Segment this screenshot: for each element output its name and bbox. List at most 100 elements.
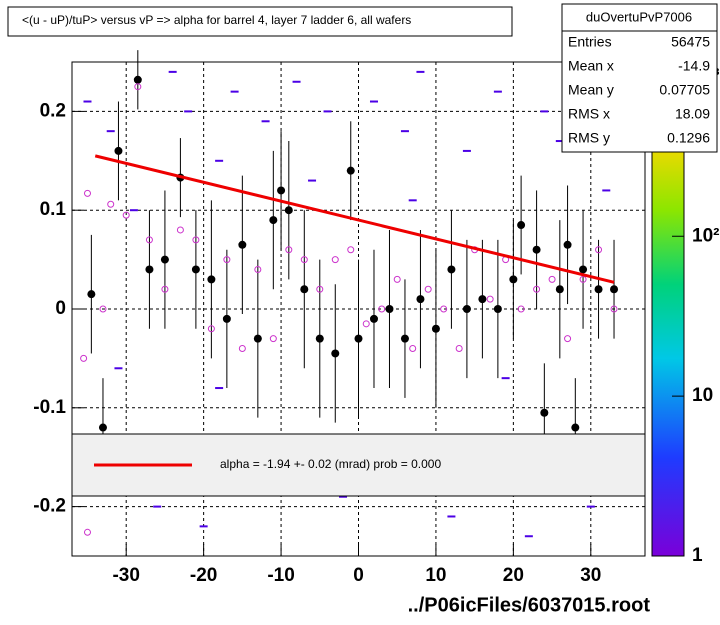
marker-point — [579, 275, 587, 283]
profile-point — [509, 275, 518, 284]
marker-point — [409, 345, 417, 353]
stats-label: RMS x — [568, 106, 610, 122]
marker-point — [548, 275, 556, 283]
profile-point — [563, 240, 572, 249]
stats-label: Mean y — [568, 82, 614, 98]
histogram-cell — [83, 100, 92, 103]
marker-point — [362, 320, 370, 328]
profile-point — [238, 240, 247, 249]
z-tick-label: 10² — [692, 225, 719, 246]
histogram-cell — [168, 70, 177, 73]
histogram-cell — [199, 525, 208, 528]
x-tick-label: 30 — [580, 565, 601, 586]
histogram-cell — [462, 149, 471, 152]
profile-point — [277, 186, 286, 195]
stats-box — [561, 3, 718, 153]
stats-title: duOvertuPvP7006 — [586, 9, 692, 24]
marker-point — [595, 246, 603, 254]
profile-point — [253, 334, 262, 343]
x-tick-label: -30 — [112, 565, 139, 586]
y-tick-label: 0 — [55, 298, 66, 319]
marker-point — [564, 335, 572, 343]
profile-point — [114, 146, 123, 155]
marker-point — [424, 285, 432, 293]
marker-point — [285, 246, 293, 254]
profile-point — [331, 349, 340, 358]
marker-point — [122, 211, 130, 219]
stats-label: RMS y — [568, 130, 610, 146]
stats-value: 0.1296 — [667, 130, 710, 146]
y-tick-label: -0.2 — [33, 496, 66, 517]
profile-point — [98, 423, 107, 432]
marker-point — [269, 335, 277, 343]
x-tick-label: -10 — [267, 565, 294, 586]
histogram-cell — [184, 110, 193, 113]
histogram-cell — [339, 495, 348, 498]
profile-point — [532, 245, 541, 254]
fit-line — [94, 154, 615, 284]
histogram-cell — [292, 80, 301, 83]
histogram-cell — [602, 189, 611, 192]
x-tick-label: 20 — [503, 565, 524, 586]
histogram-cell — [586, 505, 595, 508]
x-tick-label: 10 — [425, 565, 446, 586]
marker-point — [176, 226, 184, 234]
profile-point — [222, 314, 231, 323]
histogram-cell — [501, 377, 510, 380]
profile-point — [300, 285, 309, 294]
chart-title: <(u - uP)/tuP> versus vP => alpha for ba… — [22, 13, 411, 27]
marker-point — [207, 325, 215, 333]
histogram-cell — [261, 120, 270, 123]
marker-point — [533, 285, 541, 293]
profile-point — [493, 305, 502, 313]
histogram-cell — [230, 90, 239, 93]
x-tick-label: 0 — [353, 565, 364, 586]
title-box — [7, 6, 513, 37]
marker-point — [223, 256, 231, 264]
marker-point — [254, 265, 262, 273]
marker-point — [486, 295, 494, 303]
histogram-cell — [493, 90, 502, 93]
profile-point — [462, 305, 471, 313]
marker-point — [134, 83, 142, 91]
marker-point — [331, 256, 339, 264]
marker-point — [83, 189, 91, 197]
histogram-cell — [129, 209, 138, 212]
profile-point — [540, 408, 549, 417]
histogram-cell — [416, 70, 425, 73]
histogram-cell — [540, 110, 549, 113]
marker-point — [378, 305, 386, 313]
profile-point — [133, 75, 142, 84]
profile-point — [571, 423, 580, 432]
profile-point — [555, 285, 564, 294]
profile-point — [369, 314, 378, 323]
histogram-cell — [114, 367, 123, 370]
profile-point — [385, 305, 394, 313]
histogram-cell — [369, 100, 378, 103]
histogram-cell — [400, 130, 409, 133]
profile-point — [416, 295, 425, 304]
profile-point — [284, 206, 293, 215]
histogram-cell — [106, 130, 115, 133]
marker-point — [393, 275, 401, 283]
marker-point — [192, 236, 200, 244]
profile-point — [517, 221, 526, 230]
marker-point — [238, 345, 246, 353]
profile-point — [160, 255, 169, 264]
x-tick-label: -20 — [190, 565, 217, 586]
profile-point — [346, 166, 355, 175]
marker-point — [347, 246, 355, 254]
profile-point — [447, 265, 456, 274]
profile-point — [191, 265, 200, 274]
marker-point — [517, 305, 525, 313]
histogram-cell — [323, 110, 332, 113]
profile-point — [354, 334, 363, 343]
stats-label: Entries — [568, 34, 612, 50]
profile-point — [207, 275, 216, 284]
marker-point — [455, 345, 463, 353]
y-tick-label: -0.1 — [33, 397, 66, 418]
marker-point — [99, 305, 107, 313]
histogram-cell — [447, 515, 456, 518]
profile-point — [315, 334, 324, 343]
marker-point — [440, 305, 448, 313]
